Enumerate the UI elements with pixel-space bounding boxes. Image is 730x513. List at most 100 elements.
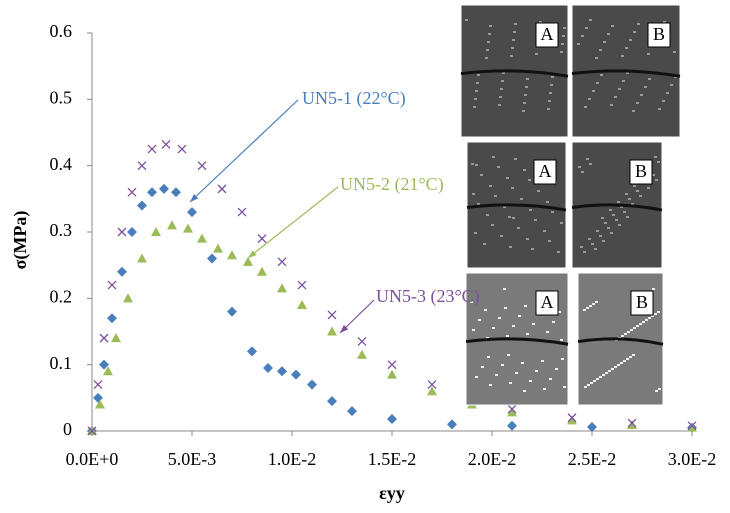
data-point [387, 369, 397, 379]
speckle [512, 325, 515, 327]
data-point [127, 227, 137, 237]
arrow-head [248, 250, 257, 258]
y-tick-label: 0.1 [50, 353, 73, 373]
speckle [529, 209, 532, 211]
speckle [470, 301, 473, 303]
crack [571, 69, 681, 78]
speckle [604, 222, 607, 224]
speckle [551, 211, 554, 213]
speckle [658, 108, 661, 110]
data-point [177, 144, 187, 154]
data-point [327, 396, 337, 407]
speckle [487, 41, 490, 43]
speckle [481, 366, 484, 368]
data-point [687, 421, 697, 431]
speckle [535, 370, 538, 372]
speckle [596, 230, 599, 232]
speckle [539, 21, 542, 23]
data-point [257, 266, 267, 276]
speckle [612, 214, 615, 216]
x-tick-label: 2.5E-2 [568, 449, 617, 469]
speckle [472, 329, 475, 331]
speckle [552, 321, 555, 323]
data-point [217, 184, 227, 194]
speckle [512, 217, 515, 219]
annotation-arrow [189, 99, 299, 203]
label-box [647, 22, 671, 48]
speckle [541, 360, 544, 362]
speckle [586, 158, 589, 160]
x-tick-label: 2.0E-2 [468, 449, 517, 469]
speckle [673, 51, 676, 53]
data-point [327, 310, 337, 320]
speckle [592, 90, 595, 92]
speckle [529, 380, 532, 382]
speckle [652, 288, 655, 290]
speckle [523, 390, 526, 392]
speckle [609, 209, 612, 211]
speckle [537, 190, 540, 192]
speckle [526, 333, 529, 335]
speckle [658, 388, 661, 390]
speckle [535, 53, 538, 55]
speckle [492, 156, 495, 158]
speckle [563, 386, 566, 388]
speckle [521, 362, 524, 364]
speckle [595, 57, 598, 59]
speckle [596, 82, 599, 84]
speckle [475, 164, 478, 166]
speckle [629, 356, 632, 358]
speckle [623, 211, 626, 213]
inset-photo: A [460, 4, 569, 138]
speckle [577, 43, 580, 45]
y-tick-label: 0.3 [50, 220, 73, 240]
speckle [587, 384, 590, 386]
speckle [478, 319, 481, 321]
speckle [480, 174, 483, 176]
speckle [655, 390, 658, 392]
speckle [484, 309, 487, 311]
speckle [523, 102, 526, 104]
speckle [498, 317, 501, 319]
data-point [123, 293, 133, 303]
speckle [512, 39, 515, 41]
speckle [514, 158, 517, 160]
speckle [475, 376, 478, 378]
speckle [636, 102, 639, 104]
speckle [504, 307, 507, 309]
speckle [589, 19, 592, 21]
speckle [528, 179, 531, 181]
speckle [548, 100, 551, 102]
speckle [593, 380, 596, 382]
speckle [623, 360, 626, 362]
speckle [657, 311, 660, 313]
speckle [584, 106, 587, 108]
inset-label: A [539, 161, 552, 181]
data-point [187, 207, 197, 218]
speckle [487, 356, 490, 358]
speckle [543, 230, 546, 232]
speckle [526, 238, 529, 240]
inset-label: B [636, 292, 648, 312]
speckle [509, 246, 512, 248]
speckle [510, 55, 513, 57]
speckle [588, 238, 591, 240]
speckle [611, 25, 614, 27]
data-point [87, 426, 97, 436]
speckle [477, 203, 480, 205]
speckle [617, 364, 620, 366]
speckle [502, 72, 505, 74]
data-point [127, 187, 137, 197]
speckle [625, 193, 628, 195]
speckle [476, 82, 479, 84]
speckle [622, 80, 625, 82]
data-point [357, 349, 367, 359]
speckle [615, 219, 618, 221]
label-box [629, 159, 653, 185]
speckle [560, 339, 563, 341]
speckle [477, 74, 480, 76]
data-point [327, 326, 337, 336]
speckle [581, 171, 584, 173]
data-point [117, 227, 127, 237]
data-point [307, 379, 317, 390]
